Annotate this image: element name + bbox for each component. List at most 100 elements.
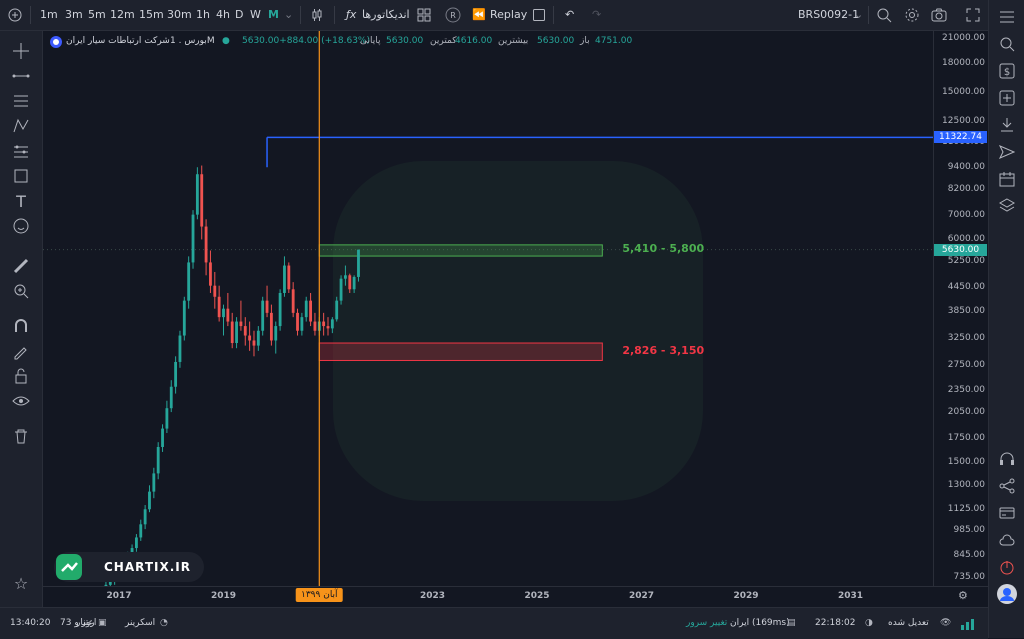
screener-button[interactable]: اسکرینر <box>125 618 156 628</box>
menu-button[interactable] <box>995 5 1019 29</box>
undo-icon[interactable]: ↶ <box>565 8 575 21</box>
send-icon <box>999 145 1015 159</box>
redo-icon[interactable]: ↷ <box>592 8 602 21</box>
time-axis[interactable]: 2017 2019 2023 2025 2027 2029 2031 آبان ۱۳۹۹ ⚙ <box>43 586 988 608</box>
price-tick-label: 3850.00 <box>947 305 985 316</box>
divider <box>553 6 554 24</box>
lock-tool[interactable] <box>9 364 33 388</box>
zoom-in-icon <box>14 284 29 299</box>
layout-name[interactable]: BRS0092-1 <box>798 8 860 21</box>
time-tick-label: 2025 <box>524 591 550 601</box>
timeframe-1h[interactable]: 1h <box>196 8 210 21</box>
price-chart[interactable] <box>43 31 933 586</box>
watchlist-button[interactable]: $ <box>995 59 1019 83</box>
timeframe-1m[interactable]: 1m <box>40 8 58 21</box>
timeframe-5m[interactable]: 5m <box>88 8 106 21</box>
support-button[interactable] <box>995 447 1019 471</box>
logout-button[interactable] <box>995 555 1019 579</box>
emoji-tool[interactable] <box>9 214 33 238</box>
replay-icon[interactable]: ⏪ <box>472 8 486 21</box>
time-tick-label: 2029 <box>733 591 759 601</box>
chevron-down-icon[interactable]: ⌄ <box>854 8 864 21</box>
layout-grid-button[interactable] <box>417 0 431 30</box>
timeframe-15m[interactable]: 15m <box>139 8 164 21</box>
contrast-icon[interactable]: ◑ <box>865 618 873 628</box>
candle-body <box>200 174 204 227</box>
price-tick-label: 6000.00 <box>947 234 985 245</box>
avatar[interactable] <box>995 582 1019 606</box>
candle-style-button[interactable] <box>310 0 324 30</box>
share-button[interactable] <box>995 474 1019 498</box>
add-alert-icon <box>999 90 1015 106</box>
maximize-button[interactable] <box>966 0 980 30</box>
forecast-tool[interactable] <box>9 139 33 163</box>
stay-drawing-tool[interactable] <box>9 339 33 363</box>
screenshot-button[interactable] <box>931 0 947 30</box>
favorites-tool[interactable]: ☆ <box>9 571 33 595</box>
candle-body <box>152 473 156 492</box>
download-button[interactable] <box>995 113 1019 137</box>
screener-icon[interactable]: ◔ <box>160 618 168 628</box>
send-button[interactable] <box>995 140 1019 164</box>
low-value: 4616.00 <box>455 36 493 46</box>
alerts-button[interactable] <box>995 86 1019 110</box>
server-change-link[interactable]: تغییر سرور <box>686 618 728 628</box>
trend-line-tool[interactable] <box>9 64 33 88</box>
fib-tool[interactable] <box>9 89 33 113</box>
search-button[interactable] <box>995 32 1019 56</box>
smiley-icon <box>13 218 29 234</box>
chevron-down-icon[interactable]: ⌄ <box>284 8 294 21</box>
time-tick-label: 2019 <box>210 591 237 601</box>
shapes-tool[interactable] <box>9 164 33 188</box>
data-panel-button[interactable] <box>995 501 1019 525</box>
candle-body <box>174 361 178 387</box>
timeframe-d[interactable]: D <box>235 8 244 21</box>
text-tool[interactable]: T <box>9 189 33 213</box>
signal-icon <box>960 608 978 639</box>
cloud-button[interactable] <box>995 528 1019 552</box>
gear-icon <box>905 8 919 22</box>
chartix-logo: CHARTIX.IR <box>54 552 204 582</box>
ruler-tool[interactable] <box>9 254 33 278</box>
price-tick-label: 2750.00 <box>947 359 985 370</box>
pattern-tool[interactable] <box>9 114 33 138</box>
r-badge-button[interactable]: R <box>445 0 461 30</box>
fx-icon[interactable]: ƒx <box>346 8 357 21</box>
price-tick-label: 5250.00 <box>947 255 985 266</box>
timeframe-m[interactable]: M <box>268 8 279 21</box>
candle-body <box>269 312 273 341</box>
eye-icon[interactable]: 👁 <box>940 618 952 628</box>
crosshair-tool[interactable] <box>9 39 33 63</box>
fullscreen-toggle[interactable] <box>532 0 546 30</box>
blue-level-price-tag: 11322.74 <box>934 131 987 144</box>
candle-body <box>313 321 317 331</box>
magnet-tool[interactable] <box>9 314 33 338</box>
timeframe-12m[interactable]: 12m <box>110 8 135 21</box>
sliders-icon <box>14 145 28 158</box>
settings-button[interactable] <box>904 0 920 30</box>
calendar-check-icon[interactable]: ▣ <box>98 618 107 628</box>
timeframe-3m[interactable]: 3m <box>65 8 83 21</box>
chart-pane[interactable]: 5,410 - 5,800 2,826 - 3,150 <box>43 31 933 586</box>
hide-drawings-tool[interactable] <box>9 389 33 413</box>
lines-icon <box>14 95 28 107</box>
calendar-button[interactable] <box>995 167 1019 191</box>
add-symbol-button[interactable] <box>8 0 22 30</box>
quick-search-icon[interactable] <box>876 0 892 30</box>
candle-body <box>222 308 225 318</box>
magnet-icon <box>15 319 27 332</box>
candle-body <box>182 300 186 336</box>
price-tick-label: 1300.00 <box>947 480 985 491</box>
axis-settings-icon[interactable]: ⚙ <box>958 589 968 602</box>
replay-button[interactable]: Replay <box>490 8 528 21</box>
zoom-in-tool[interactable] <box>9 279 33 303</box>
delete-tool[interactable] <box>9 424 33 448</box>
timeframe-w[interactable]: W <box>250 8 261 21</box>
layers-button[interactable] <box>995 194 1019 218</box>
current-time: 13:40:20 <box>10 618 51 628</box>
price-axis[interactable]: 21000.0018000.0015000.0012500.0011000.00… <box>933 31 989 586</box>
timeframe-30m[interactable]: 30m <box>167 8 192 21</box>
timeframe-4h[interactable]: 4h <box>216 8 230 21</box>
adjusted-label[interactable]: تعدیل شده <box>888 618 929 628</box>
indicators-button[interactable]: اندیکاتورها <box>362 8 410 21</box>
